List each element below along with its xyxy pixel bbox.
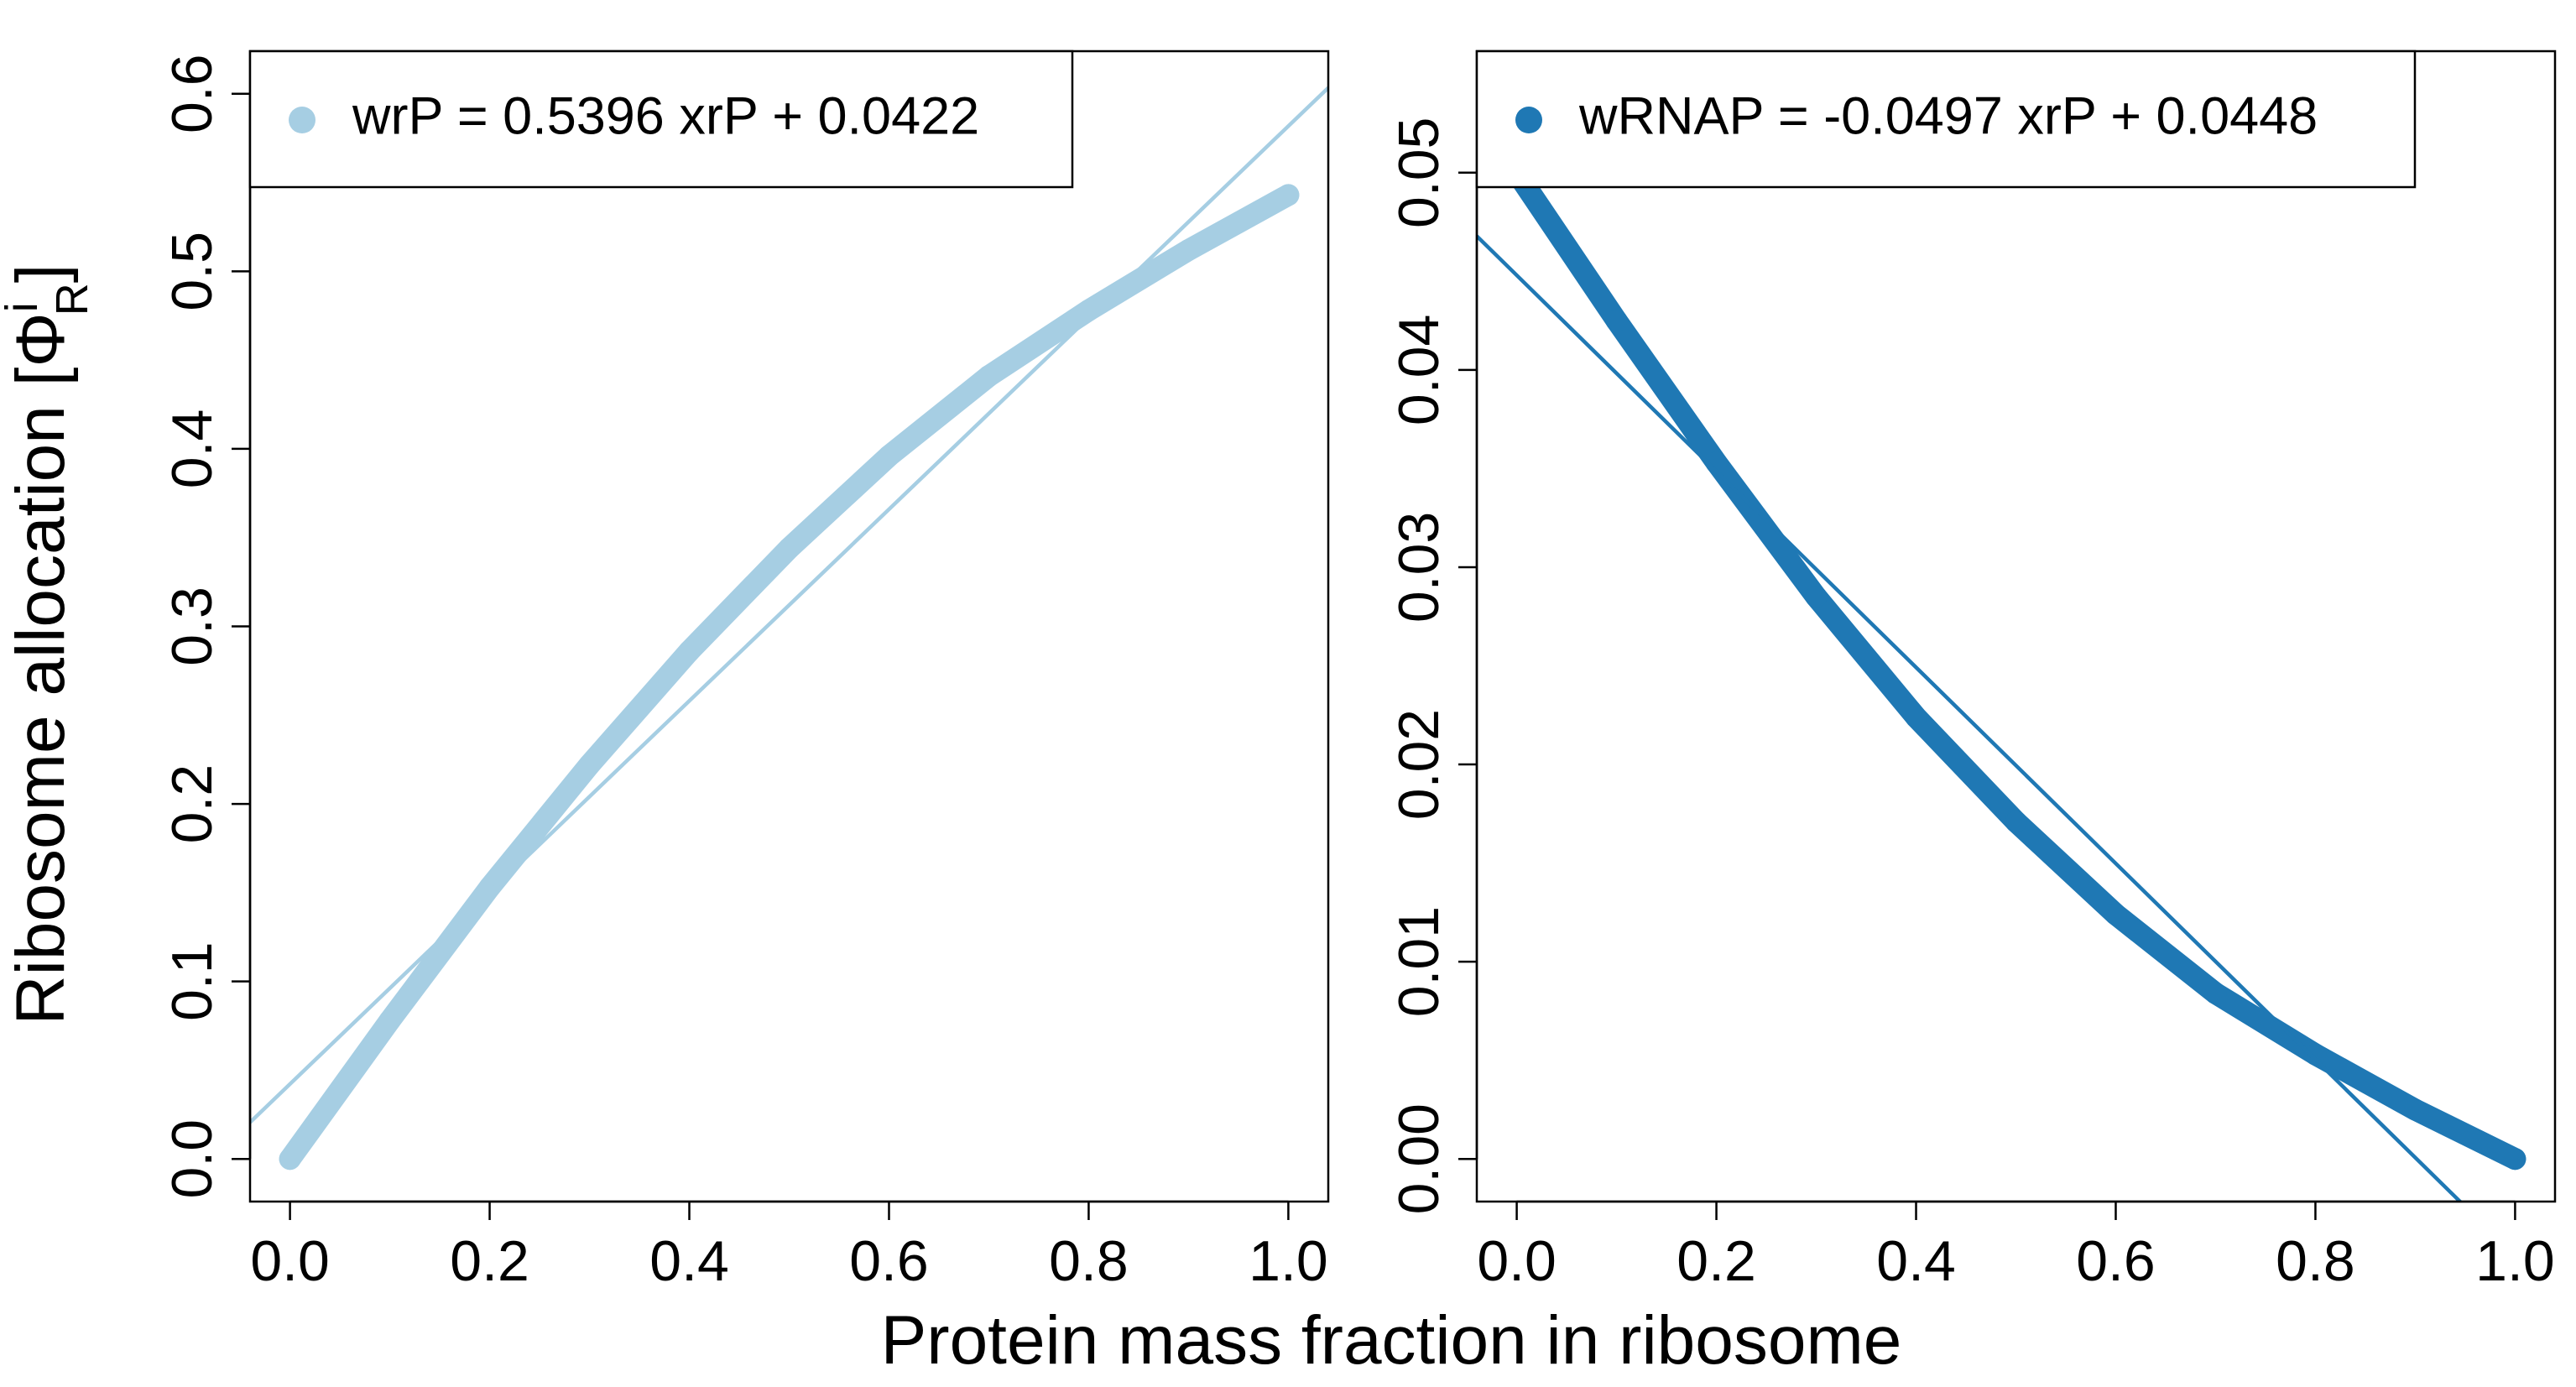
right-data-point (1605, 310, 1628, 332)
svg-text:Ribosome allocation [ΦiR]: Ribosome allocation [ΦiR] (0, 263, 97, 1025)
right-data-point (2304, 1043, 2327, 1066)
left-panel: 0.0 0.2 0.4 0.6 0.8 1.0 0.0 0.1 0.2 0.3 0.4 0.5 0.6… (160, 50, 1330, 1293)
left-data-point (1277, 184, 1300, 206)
right-plot-content (1477, 161, 2526, 1202)
left-y-tick-label: 0.2 (160, 764, 224, 844)
right-x-tick-label: 0.4 (1876, 1229, 1956, 1293)
left-data-point (878, 445, 900, 467)
left-data-curve (279, 184, 1300, 1171)
right-legend-label: wRNAP = -0.0497 xrP + 0.0448 (1578, 87, 2318, 146)
left-y-tick-label: 0.1 (160, 941, 224, 1021)
left-fit-line (250, 86, 1328, 1124)
right-y-tick-label: 0.05 (1387, 117, 1451, 228)
left-data-point (478, 876, 501, 899)
right-fit-line (1477, 234, 2464, 1202)
right-y-tick-label: 0.00 (1387, 1103, 1451, 1214)
left-legend-marker (289, 107, 315, 133)
right-x-tick-label: 0.2 (1676, 1229, 1756, 1293)
right-data-point (2204, 982, 2227, 1004)
left-data-point (378, 1009, 401, 1032)
y-axis-label: Ribosome allocation [ΦiR] (0, 263, 97, 1025)
y-axis-label-sup: i (0, 302, 47, 312)
right-data-point (1905, 706, 1927, 728)
left-plot-content (250, 86, 1328, 1171)
right-data-point (2404, 1098, 2427, 1121)
right-x-tick-label: 0.8 (2276, 1229, 2355, 1293)
right-data-point (2504, 1148, 2526, 1171)
right-x-axis: 0.0 0.2 0.4 0.6 0.8 1.0 (1477, 1200, 2555, 1293)
left-x-axis: 0.0 0.2 0.4 0.6 0.8 1.0 (250, 1200, 1328, 1293)
right-y-tick-label: 0.01 (1387, 906, 1451, 1017)
right-y-tick-label: 0.02 (1387, 709, 1451, 820)
right-legend-box (1475, 50, 2417, 189)
right-y-axis: 0.00 0.01 0.02 0.03 0.04 0.05 (1387, 117, 1478, 1214)
left-y-tick-label: 0.0 (160, 1119, 224, 1199)
left-series-group (250, 86, 1328, 1171)
left-legend-box (248, 50, 1074, 189)
right-legend-marker (1515, 107, 1542, 133)
left-legend: wrP = 0.5396 xrP + 0.0422 (248, 50, 1074, 189)
left-y-tick-label: 0.3 (160, 587, 224, 666)
left-x-tick-label: 0.6 (849, 1229, 929, 1293)
left-x-tick-label: 0.8 (1049, 1229, 1129, 1293)
right-x-tick-label: 0.0 (1477, 1229, 1557, 1293)
left-legend-label: wrP = 0.5396 xrP + 0.0422 (352, 87, 979, 146)
right-data-point (2104, 903, 2127, 926)
left-x-tick-label: 0.0 (250, 1229, 330, 1293)
right-series-group (1477, 161, 2526, 1202)
right-x-tick-label: 1.0 (2475, 1229, 2555, 1293)
right-plot-frame (1475, 50, 2557, 1203)
left-y-tick-label: 0.6 (160, 55, 224, 134)
left-x-tick-label: 0.2 (450, 1229, 529, 1293)
y-axis-label-close: ] (3, 263, 79, 283)
left-data-point (1177, 238, 1200, 261)
right-panel: 0.0 0.2 0.4 0.6 0.8 1.0 0.000.010.020.030.040… (1387, 50, 2557, 1293)
right-y-tick-label: 0.04 (1387, 315, 1451, 425)
y-axis-label-sub: R (47, 283, 97, 315)
x-axis-label: Protein mass fraction in ribosome (881, 1302, 1902, 1379)
left-x-tick-label: 1.0 (1249, 1229, 1328, 1293)
left-data-point (978, 365, 1000, 388)
left-data-point (578, 753, 601, 776)
right-legend: wRNAP = -0.0497 xrP + 0.0448 (1475, 50, 2417, 189)
right-data-curve (1505, 161, 2526, 1171)
right-x-tick-label: 0.6 (2076, 1229, 2156, 1293)
left-data-point (778, 537, 800, 560)
left-y-axis: 0.0 0.1 0.2 0.3 0.4 0.5 0.6 (160, 55, 252, 1199)
y-axis-label-main: Ribosome allocation [Φ (3, 312, 79, 1025)
left-x-tick-label: 0.4 (649, 1229, 729, 1293)
left-plot-frame (248, 50, 1330, 1203)
left-data-point (1077, 299, 1100, 321)
left-data-point (678, 640, 701, 663)
left-y-tick-label: 0.5 (160, 232, 224, 311)
right-y-tick-label: 0.03 (1387, 512, 1451, 623)
left-y-tick-label: 0.4 (160, 409, 224, 489)
right-data-point (2005, 811, 2027, 833)
left-data-point (279, 1148, 301, 1171)
right-data-point (1805, 586, 1828, 608)
